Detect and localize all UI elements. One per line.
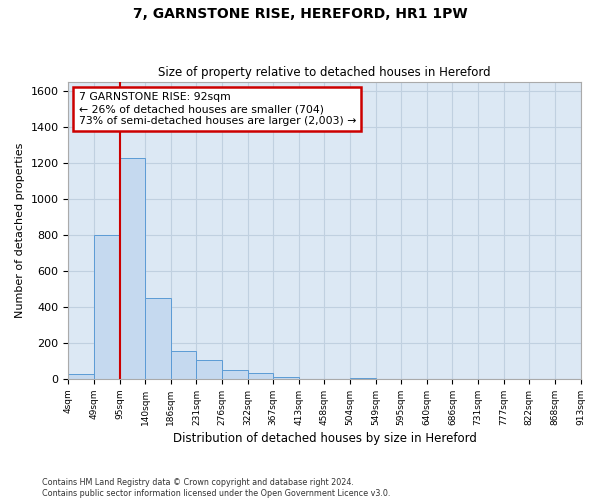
Bar [145, 298, 171, 379]
Title: Size of property relative to detached houses in Hereford: Size of property relative to detached ho… [158, 66, 491, 80]
Bar [222, 370, 248, 379]
Bar [248, 372, 273, 379]
Bar [171, 351, 196, 379]
Bar [68, 374, 94, 379]
Bar [273, 377, 299, 379]
Bar [94, 235, 119, 379]
Y-axis label: Number of detached properties: Number of detached properties [15, 143, 25, 318]
Bar [119, 158, 145, 379]
Text: 7 GARNSTONE RISE: 92sqm
← 26% of detached houses are smaller (704)
73% of semi-d: 7 GARNSTONE RISE: 92sqm ← 26% of detache… [79, 92, 356, 126]
Bar [350, 378, 376, 379]
X-axis label: Distribution of detached houses by size in Hereford: Distribution of detached houses by size … [173, 432, 476, 445]
Bar [196, 360, 222, 379]
Text: 7, GARNSTONE RISE, HEREFORD, HR1 1PW: 7, GARNSTONE RISE, HEREFORD, HR1 1PW [133, 8, 467, 22]
Text: Contains HM Land Registry data © Crown copyright and database right 2024.
Contai: Contains HM Land Registry data © Crown c… [42, 478, 391, 498]
